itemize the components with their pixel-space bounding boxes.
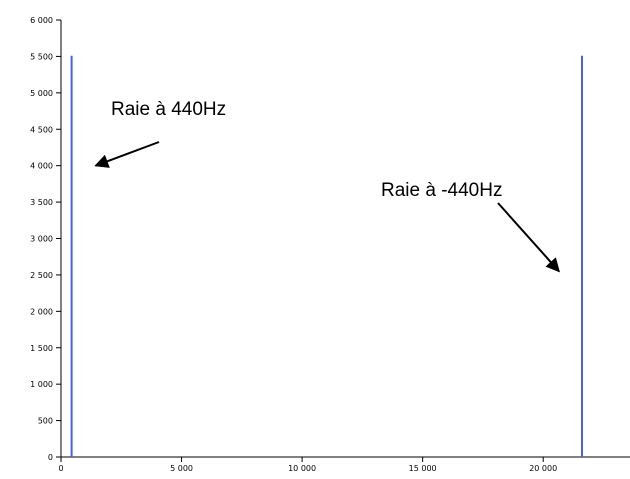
y-tick-label: 1 500 bbox=[30, 344, 53, 353]
x-tick-label: 5 000 bbox=[170, 464, 193, 473]
x-tick-label: 0 bbox=[58, 464, 63, 473]
y-tick-label: 3 000 bbox=[30, 235, 53, 244]
y-tick-label: 2 000 bbox=[30, 307, 53, 316]
annotation-arrow bbox=[497, 202, 560, 273]
y-axis: 0 500 1 000 1 500 2 000 2 500 3 000 3 500 4 000 4… bbox=[30, 16, 62, 462]
y-tick-label: 4 000 bbox=[30, 162, 53, 171]
y-tick-label: 500 bbox=[38, 417, 53, 426]
x-axis: 0 5 000 10 000 15 000 20 000 bbox=[58, 456, 630, 473]
y-tick-label: 4 500 bbox=[30, 125, 53, 134]
x-tick-label: 10 000 bbox=[288, 464, 316, 473]
y-tick-label: 6 000 bbox=[30, 16, 53, 25]
y-tick-label: 5 000 bbox=[30, 89, 53, 98]
annotation-arrow bbox=[94, 141, 160, 168]
spectrum-lines bbox=[70, 55, 584, 457]
annotation-label: Raie à 440Hz bbox=[111, 99, 226, 120]
x-tick-label: 15 000 bbox=[409, 464, 437, 473]
annotation-label: Raie à -440Hz bbox=[381, 180, 502, 201]
x-tick-label: 20 000 bbox=[529, 464, 557, 473]
y-tick-label: 3 500 bbox=[30, 198, 53, 207]
y-tick-label: 5 500 bbox=[30, 52, 53, 61]
y-tick-label: 0 bbox=[48, 453, 53, 462]
y-tick-label: 1 000 bbox=[30, 380, 53, 389]
annotations: Raie à 440Hz Raie à -440Hz bbox=[94, 99, 560, 273]
y-tick-label: 2 500 bbox=[30, 271, 53, 280]
